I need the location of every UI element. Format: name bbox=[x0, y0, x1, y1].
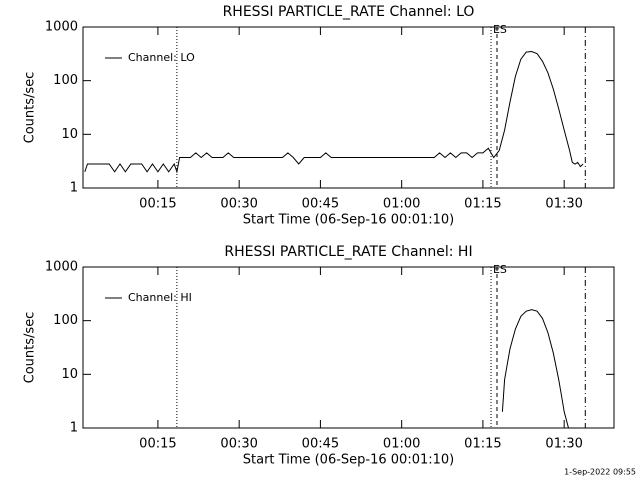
legend-label: Channel: HI bbox=[128, 291, 192, 304]
y-tick-label: 10 bbox=[61, 127, 78, 142]
chart-title: RHESSI PARTICLE_RATE Channel: HI bbox=[224, 244, 472, 260]
chart-title: RHESSI PARTICLE_RATE Channel: LO bbox=[223, 4, 475, 20]
annotation: ES bbox=[493, 23, 507, 36]
y-tick-label: 10 bbox=[61, 367, 78, 382]
plot-frame bbox=[82, 26, 615, 189]
y-tick-label: 100 bbox=[53, 73, 78, 88]
annotation: ES bbox=[493, 263, 507, 276]
data-line bbox=[501, 309, 569, 428]
x-tick-label: 01:15 bbox=[464, 437, 501, 452]
x-tick-label: 00:45 bbox=[302, 437, 339, 452]
y-tick-label: 1000 bbox=[45, 20, 78, 35]
legend-label: Channel: LO bbox=[128, 51, 195, 64]
x-tick-label: 01:00 bbox=[383, 197, 420, 212]
x-tick-label: 00:30 bbox=[220, 437, 257, 452]
y-tick-label: 100 bbox=[53, 313, 78, 328]
y-axis-label: Counts/sec bbox=[23, 312, 38, 384]
data-line bbox=[84, 50, 584, 174]
x-axis-label: Start Time (06-Sep-16 00:01:10) bbox=[243, 213, 454, 228]
timestamp: 1-Sep-2022 09:55 bbox=[564, 468, 636, 477]
y-axis-label: Counts/sec bbox=[23, 72, 38, 144]
x-tick-label: 01:00 bbox=[383, 437, 420, 452]
x-tick-label: 00:45 bbox=[302, 197, 339, 212]
x-tick-label: 00:15 bbox=[139, 197, 176, 212]
y-tick-label: 1000 bbox=[45, 260, 78, 275]
x-tick-label: 01:30 bbox=[545, 197, 582, 212]
x-tick-label: 01:15 bbox=[464, 197, 501, 212]
x-axis-label: Start Time (06-Sep-16 00:01:10) bbox=[243, 453, 454, 468]
y-tick-label: 1 bbox=[70, 181, 78, 196]
x-tick-label: 01:30 bbox=[545, 437, 582, 452]
x-tick-label: 00:30 bbox=[220, 197, 257, 212]
y-tick-label: 1 bbox=[70, 421, 78, 436]
plot-frame bbox=[82, 266, 615, 429]
x-tick-label: 00:15 bbox=[139, 437, 176, 452]
